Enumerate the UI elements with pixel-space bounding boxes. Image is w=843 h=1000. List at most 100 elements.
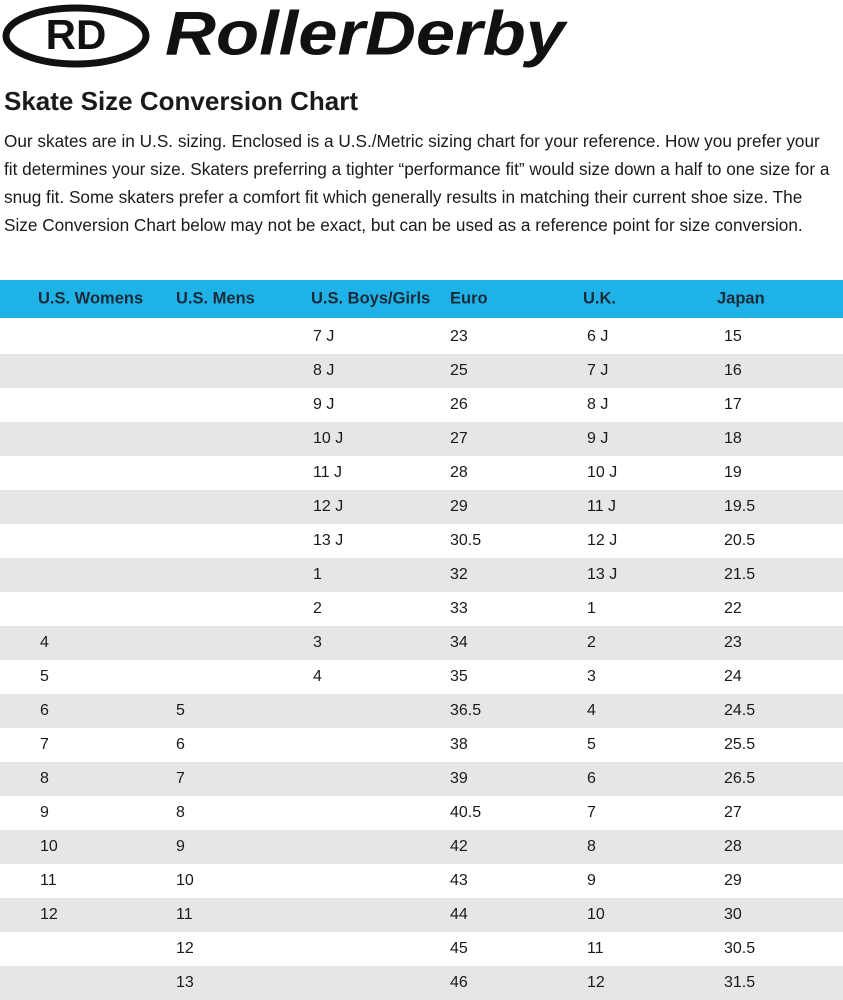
column-header: U.K. [583,289,616,308]
table-row: 6 5 36.5 4 24.5 [0,694,843,728]
table-row: 11 J 28 10 J 19 [0,456,843,490]
table-cell: 30.5 [724,940,756,957]
table-cell: 7 [40,736,49,753]
table-cell: 36.5 [450,702,482,719]
logo: RD RollerDerby [2,0,569,68]
table-cell: 26 [450,396,468,413]
table-cell: 3 [313,634,322,651]
table-row: 12 11 44 10 30 [0,898,843,932]
table-row: 12 45 11 30.5 [0,932,843,966]
table-row: 13 46 12 31.5 [0,966,843,1000]
column-header: U.S. Mens [176,289,255,308]
table-cell: 9 J [313,396,335,413]
table-cell: 22 [724,600,742,617]
table-row: 9 J 26 8 J 17 [0,388,843,422]
logo-name: RollerDerby [165,0,569,68]
table-cell: 11 [40,872,57,889]
table-cell: 44 [450,906,468,923]
column-header: U.S. Boys/Girls [311,289,431,308]
table-cell: 24.5 [724,702,756,719]
table-row: 4 3 34 2 23 [0,626,843,660]
table-cell: 9 [40,804,49,821]
table-cell: 30.5 [450,532,482,549]
table-cell: 5 [176,702,185,719]
table-cell: 1 [587,600,596,617]
table-cell: 29 [450,498,468,515]
table-cell: 11 J [587,498,617,515]
column-header: U.S. Womens [38,289,144,308]
table-cell: 43 [450,872,468,889]
table-cell: 8 J [587,396,609,413]
table-cell: 42 [450,838,468,855]
table-row: 1 32 13 J 21.5 [0,558,843,592]
column-header: Japan [717,289,765,308]
table-cell: 4 [587,702,596,719]
table-row: 7 6 38 5 25.5 [0,728,843,762]
table-cell: 23 [450,328,468,345]
table-cell: 9 J [587,430,609,447]
table-cell: 20.5 [724,532,756,549]
table-cell: 28 [450,464,468,481]
title: Skate Size Conversion Chart [4,86,358,116]
table-row: 5 4 35 3 24 [0,660,843,694]
table-cell: 23 [724,634,742,651]
table-cell: 19.5 [724,498,756,515]
table-cell: 25.5 [724,736,756,753]
table-cell: 12 [587,974,605,991]
table-cell: 35 [450,668,468,685]
table-cell: 9 [587,872,596,889]
table-cell: 11 [176,906,193,923]
table-cell: 26.5 [724,770,756,787]
table-cell: 16 [724,362,742,379]
logo-mark: RD [46,11,107,58]
table-cell: 10 [176,872,194,889]
table-row: 12 J 29 11 J 19.5 [0,490,843,524]
table-cell: 12 J [587,532,618,549]
table-row: 9 8 40.5 7 27 [0,796,843,830]
table-cell: 12 J [313,498,344,515]
table-cell: 4 [40,634,49,651]
table-cell: 6 [40,702,49,719]
table-cell: 40.5 [450,804,482,821]
table-cell: 39 [450,770,468,787]
table-row: 10 9 42 8 28 [0,830,843,864]
table-cell: 7 J [587,362,609,379]
table-cell: 21.5 [724,566,756,583]
table-cell: 2 [587,634,596,651]
table-row: 13 J 30.5 12 J 20.5 [0,524,843,558]
table-cell: 25 [450,362,468,379]
table-cell: 46 [450,974,468,991]
table-cell: 5 [587,736,596,753]
table-cell: 11 [587,940,604,957]
table-row: 10 J 27 9 J 18 [0,422,843,456]
table-cell: 33 [450,600,468,617]
table-cell: 34 [450,634,468,651]
table-cell: 8 J [313,362,335,379]
table-cell: 13 J [313,532,344,549]
table-cell: 19 [724,464,742,481]
table-cell: 29 [724,872,742,889]
table-cell: 8 [176,804,185,821]
table-cell: 15 [724,328,742,345]
table-cell: 6 [587,770,596,787]
table-cell: 45 [450,940,468,957]
table-cell: 10 J [587,464,618,481]
table-cell: 8 [40,770,49,787]
table-cell: 11 J [313,464,343,481]
table-cell: 7 J [313,328,335,345]
column-header: Euro [450,289,488,308]
table-row: 2 33 1 22 [0,592,843,626]
table-cell: 13 J [587,566,618,583]
table-cell: 10 [40,838,58,855]
table-cell: 13 [176,974,194,991]
table-cell: 8 [587,838,596,855]
table-cell: 31.5 [724,974,756,991]
table-cell: 4 [313,668,322,685]
size-table: U.S. Womens U.S. Mens U.S. Boys/Girls Euro U… [0,280,843,1000]
table-cell: 7 [587,804,596,821]
table-cell: 5 [40,668,49,685]
table-cell: 7 [176,770,185,787]
table-cell: 9 [176,838,185,855]
table-cell: 32 [450,566,468,583]
